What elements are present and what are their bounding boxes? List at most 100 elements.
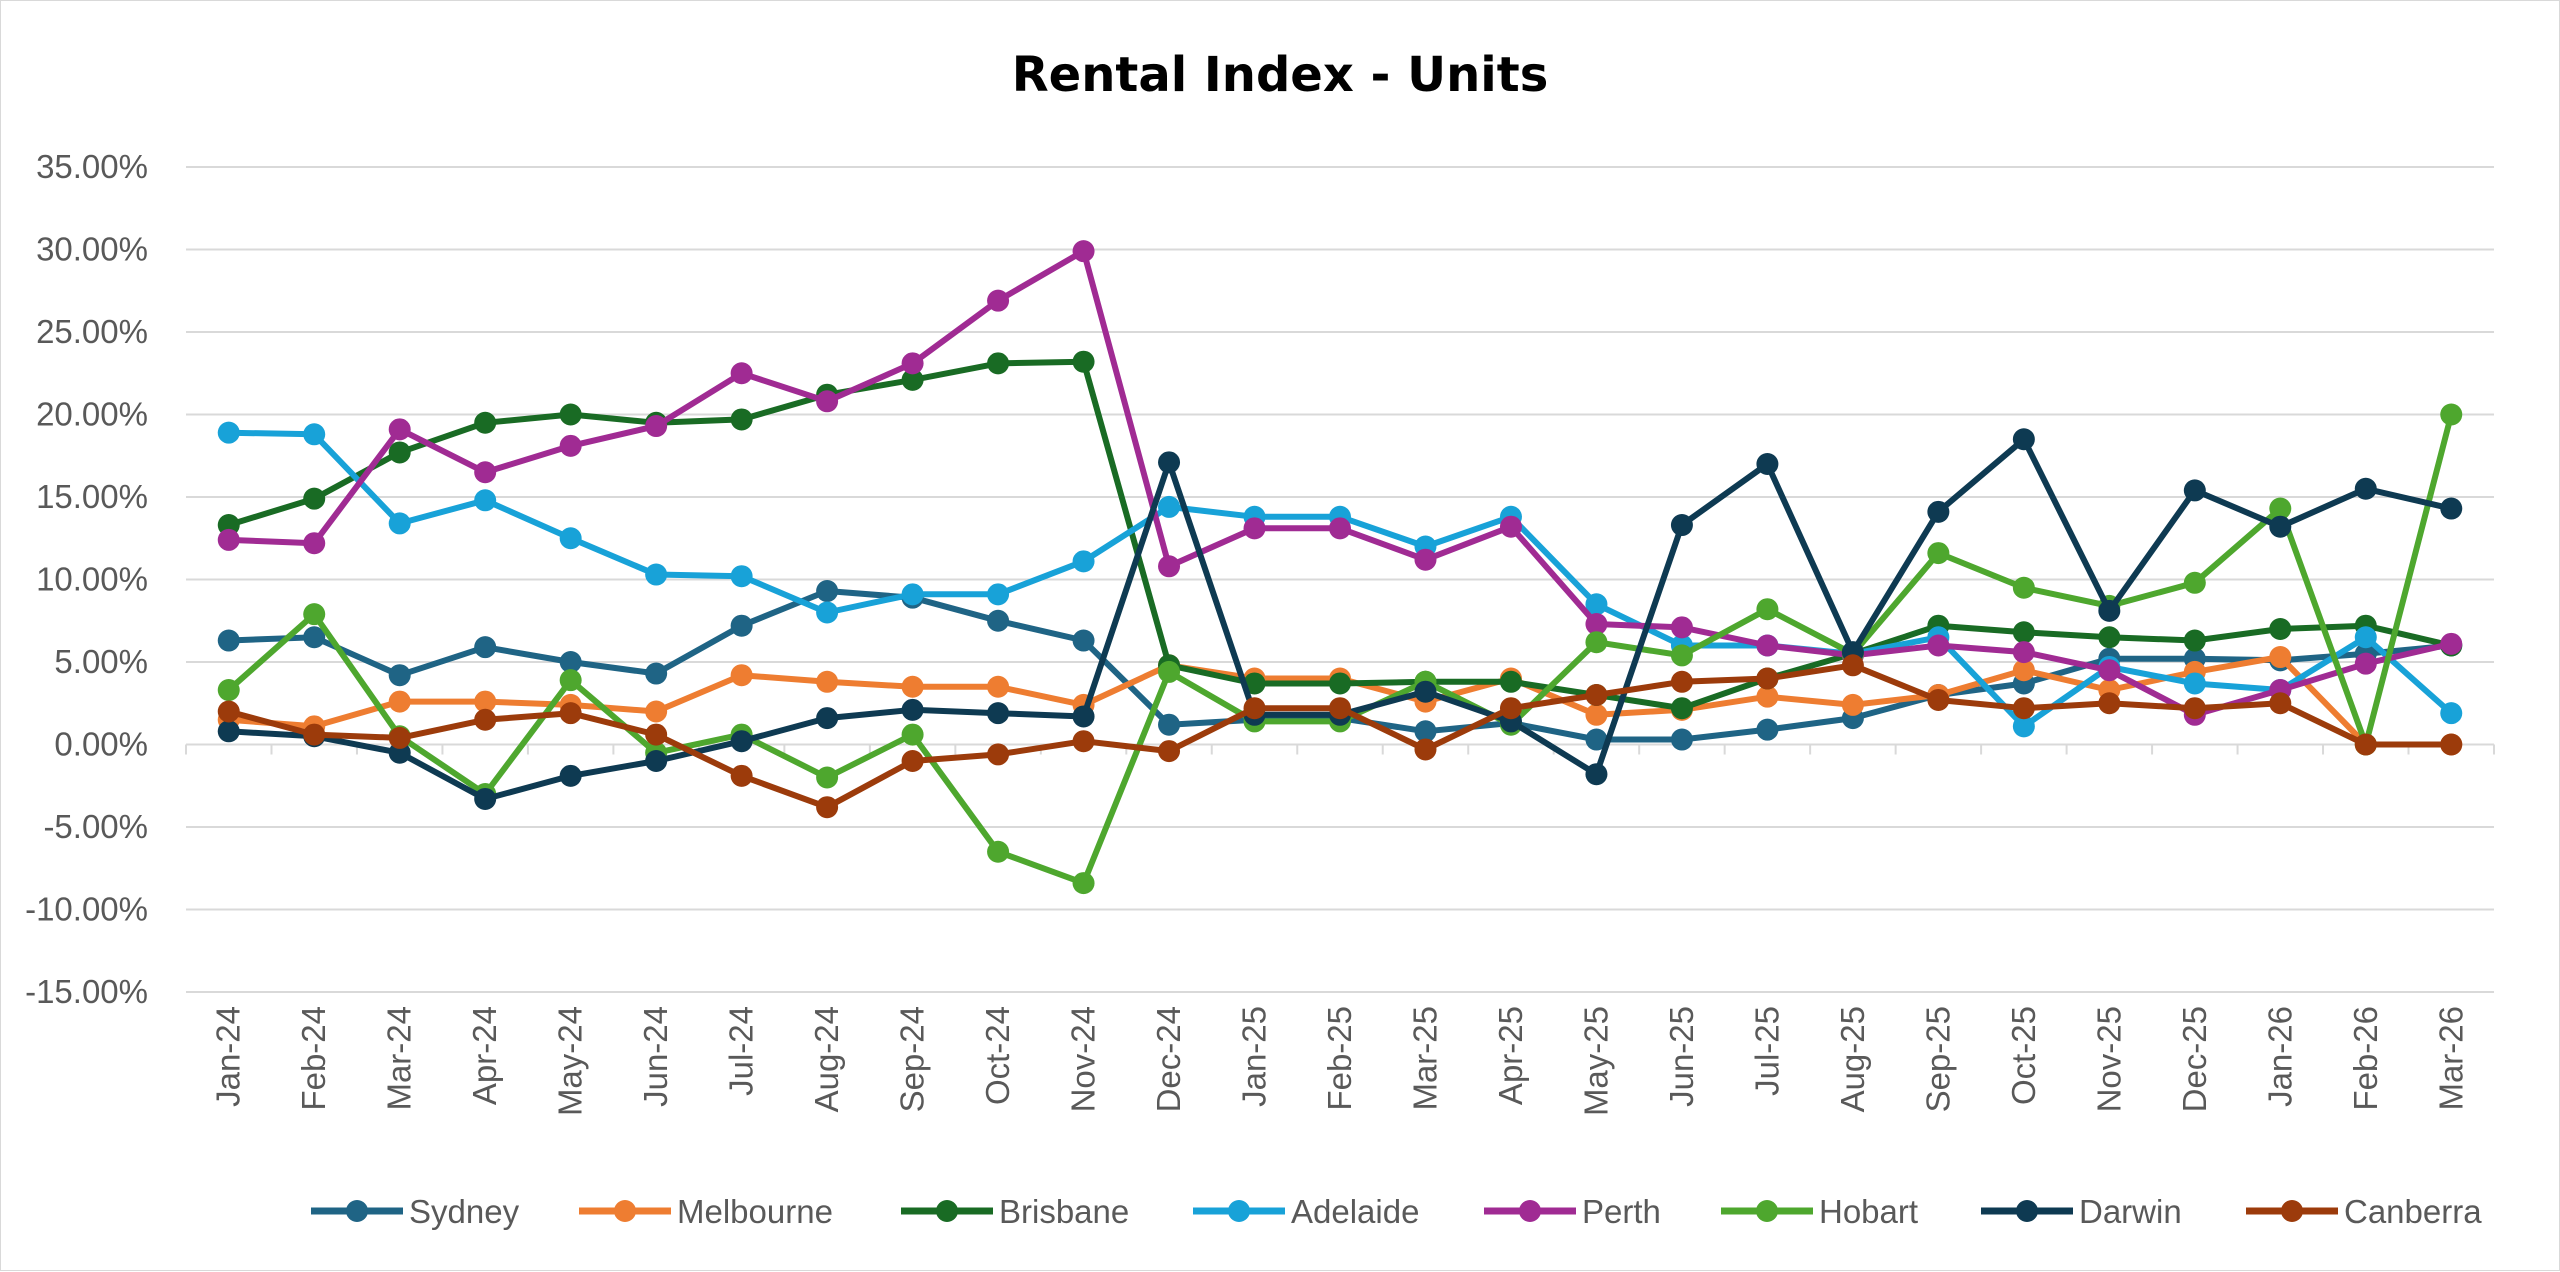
data-point-perth	[2098, 659, 2121, 682]
x-tick-label: Dec-25	[2176, 1006, 2213, 1112]
x-tick-label: Oct-25	[2005, 1006, 2042, 1105]
data-point-canberra	[730, 764, 753, 787]
data-point-melbourne	[1756, 685, 1779, 708]
data-point-adelaide	[559, 527, 582, 550]
x-axis-ticks: Jan-24 Feb-24 Mar-24 Apr-24 May-24 Jun-24 Jul-…	[210, 1006, 2470, 1116]
data-point-perth	[2440, 632, 2463, 655]
data-point-canberra	[303, 723, 326, 746]
data-point-adelaide	[901, 583, 924, 606]
data-point-brisbane	[730, 408, 753, 431]
data-point-melbourne	[987, 675, 1010, 698]
data-point-darwin	[1756, 453, 1779, 475]
data-point-brisbane	[901, 368, 924, 391]
y-tick-label: 15.00%	[36, 478, 148, 515]
data-point-darwin	[1158, 451, 1181, 474]
data-point-hobart	[987, 840, 1010, 863]
series-line-hobart	[225, 411, 2455, 887]
data-point-canberra	[1072, 730, 1095, 753]
data-point-canberra	[2098, 692, 2121, 715]
data-point-canberra	[559, 702, 582, 725]
legend-label-darwin: Darwin	[2079, 1193, 2182, 1230]
series-darwin	[217, 428, 2463, 810]
data-point-darwin	[901, 698, 924, 721]
data-point-adelaide	[1158, 495, 1181, 518]
legend: Sydney Melbourne Brisbane Adelaide Perth Hoba…	[311, 1193, 2482, 1230]
data-point-darwin	[2269, 515, 2292, 538]
legend-marker-brisbane	[936, 1200, 958, 1222]
data-point-darwin	[1670, 514, 1693, 537]
data-point-brisbane	[303, 487, 326, 510]
x-tick-label: Mar-24	[381, 1006, 418, 1111]
data-point-melbourne	[901, 675, 924, 698]
data-point-canberra	[1585, 684, 1608, 706]
legend-marker-sydney	[346, 1200, 368, 1222]
data-point-perth	[217, 528, 240, 551]
data-point-hobart	[217, 679, 240, 702]
data-point-sydney	[217, 629, 240, 652]
x-tick-label: Jan-25	[1236, 1006, 1273, 1107]
data-point-canberra	[2269, 692, 2292, 715]
legend-item-canberra: Canberra	[2246, 1193, 2482, 1230]
data-point-canberra	[1158, 740, 1181, 763]
data-point-brisbane	[2269, 618, 2292, 640]
data-point-canberra	[1670, 670, 1693, 693]
data-point-melbourne	[2012, 659, 2035, 682]
y-tick-label: 10.00%	[36, 561, 148, 598]
data-point-canberra	[388, 726, 411, 749]
data-point-perth	[1243, 517, 1266, 540]
data-point-hobart	[1927, 542, 1950, 565]
data-point-hobart	[1158, 660, 1181, 683]
data-point-sydney	[730, 614, 753, 637]
data-point-brisbane	[2098, 626, 2121, 649]
data-point-brisbane	[1243, 672, 1266, 695]
data-point-canberra	[1841, 654, 1864, 677]
x-tick-label: Aug-25	[1834, 1006, 1871, 1112]
data-point-darwin	[559, 764, 582, 787]
legend-item-adelaide: Adelaide	[1193, 1193, 1419, 1230]
data-point-canberra	[2012, 697, 2035, 720]
data-point-sydney	[559, 651, 582, 673]
data-point-canberra	[1499, 697, 1522, 720]
data-point-darwin	[730, 730, 753, 753]
data-point-brisbane	[559, 403, 582, 426]
data-point-melbourne	[730, 664, 753, 687]
data-point-canberra	[2354, 733, 2377, 756]
legend-marker-perth	[1519, 1200, 1541, 1222]
y-tick-label: -10.00%	[25, 891, 148, 928]
x-tick-label: Jul-25	[1748, 1006, 1785, 1096]
data-point-perth	[474, 461, 497, 484]
legend-item-melbourne: Melbourne	[579, 1193, 833, 1230]
data-point-darwin	[1585, 763, 1608, 786]
data-point-sydney	[1585, 728, 1608, 751]
data-point-darwin	[816, 707, 839, 730]
data-point-perth	[730, 362, 753, 385]
data-point-adelaide	[217, 421, 240, 444]
x-tick-label: Sep-25	[1919, 1006, 1956, 1112]
data-point-melbourne	[2269, 646, 2292, 669]
data-point-canberra	[901, 750, 924, 772]
data-point-canberra	[1329, 697, 1351, 720]
data-point-perth	[645, 415, 668, 438]
data-point-canberra	[1927, 688, 1950, 711]
x-tick-label: Feb-24	[295, 1006, 332, 1111]
x-tick-label: Nov-24	[1065, 1006, 1102, 1112]
data-point-hobart	[1585, 631, 1608, 654]
legend-label-sydney: Sydney	[409, 1193, 520, 1230]
data-point-adelaide	[987, 583, 1010, 606]
data-point-perth	[2354, 652, 2377, 675]
legend-label-adelaide: Adelaide	[1291, 1193, 1419, 1230]
data-point-melbourne	[1841, 693, 1864, 716]
chart-title: Rental Index - Units	[1012, 47, 1549, 103]
data-point-hobart	[2269, 497, 2292, 520]
data-point-sydney	[645, 662, 668, 685]
data-point-brisbane	[2183, 629, 2206, 652]
legend-label-melbourne: Melbourne	[677, 1193, 833, 1230]
legend-marker-hobart	[1756, 1200, 1778, 1222]
data-point-adelaide	[730, 565, 753, 588]
data-point-sydney	[1072, 629, 1095, 652]
series-perth	[217, 240, 2463, 726]
x-tick-label: Jun-25	[1663, 1006, 1700, 1107]
data-point-sydney	[987, 609, 1010, 632]
legend-item-brisbane: Brisbane	[901, 1193, 1129, 1230]
y-tick-label: 20.00%	[36, 396, 148, 433]
